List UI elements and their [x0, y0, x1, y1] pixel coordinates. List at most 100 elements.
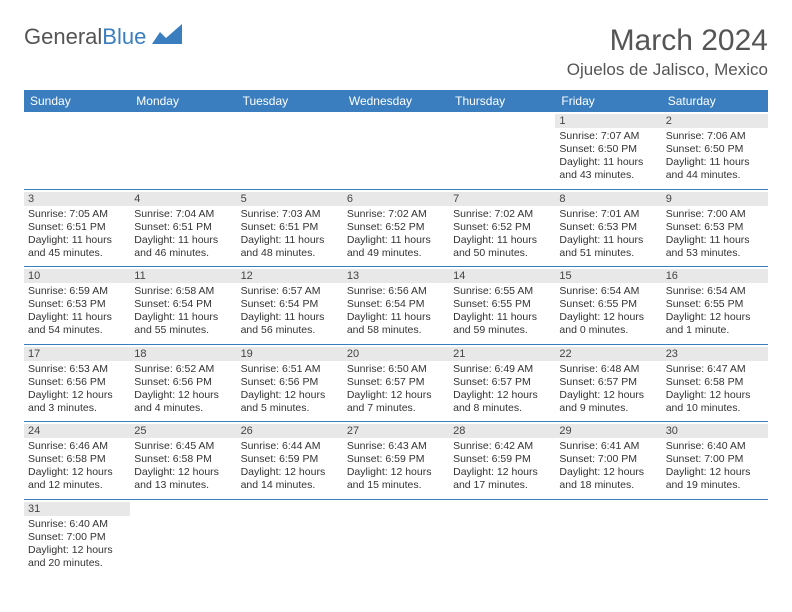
- sunset-text: Sunset: 6:57 PM: [559, 376, 657, 389]
- daylight-text: Daylight: 11 hours and 51 minutes.: [559, 234, 657, 260]
- sunset-text: Sunset: 6:53 PM: [559, 221, 657, 234]
- daylight-text: Daylight: 12 hours and 0 minutes.: [559, 311, 657, 337]
- weekday-header: Sunday: [24, 90, 130, 112]
- daylight-text: Daylight: 12 hours and 17 minutes.: [453, 466, 551, 492]
- sunrise-text: Sunrise: 6:53 AM: [28, 363, 126, 376]
- calendar-cell: 6Sunrise: 7:02 AMSunset: 6:52 PMDaylight…: [343, 189, 449, 267]
- brand-logo: GeneralBlue: [24, 24, 182, 50]
- sunset-text: Sunset: 6:54 PM: [347, 298, 445, 311]
- daylight-text: Daylight: 11 hours and 55 minutes.: [134, 311, 232, 337]
- sunrise-text: Sunrise: 6:51 AM: [241, 363, 339, 376]
- daylight-text: Daylight: 11 hours and 59 minutes.: [453, 311, 551, 337]
- daylight-text: Daylight: 11 hours and 56 minutes.: [241, 311, 339, 337]
- sunset-text: Sunset: 7:00 PM: [559, 453, 657, 466]
- daylight-text: Daylight: 12 hours and 19 minutes.: [666, 466, 764, 492]
- calendar-cell: [130, 499, 236, 576]
- day-number: 23: [662, 347, 768, 361]
- sunrise-text: Sunrise: 6:44 AM: [241, 440, 339, 453]
- logo-mark-icon: [152, 24, 182, 50]
- daylight-text: Daylight: 12 hours and 3 minutes.: [28, 389, 126, 415]
- day-number: 9: [662, 192, 768, 206]
- sunrise-text: Sunrise: 7:00 AM: [666, 208, 764, 221]
- sunrise-text: Sunrise: 6:59 AM: [28, 285, 126, 298]
- day-number: 12: [237, 269, 343, 283]
- daylight-text: Daylight: 11 hours and 48 minutes.: [241, 234, 339, 260]
- sunrise-text: Sunrise: 6:43 AM: [347, 440, 445, 453]
- daylight-text: Daylight: 11 hours and 49 minutes.: [347, 234, 445, 260]
- day-number: 3: [24, 192, 130, 206]
- sunset-text: Sunset: 7:00 PM: [666, 453, 764, 466]
- day-number: 20: [343, 347, 449, 361]
- sunrise-text: Sunrise: 7:02 AM: [347, 208, 445, 221]
- calendar-cell: [343, 112, 449, 189]
- day-number: 14: [449, 269, 555, 283]
- calendar-cell: 29Sunrise: 6:41 AMSunset: 7:00 PMDayligh…: [555, 422, 661, 500]
- day-number: 1: [555, 114, 661, 128]
- calendar-cell: [555, 499, 661, 576]
- sunset-text: Sunset: 6:59 PM: [241, 453, 339, 466]
- sunrise-text: Sunrise: 7:02 AM: [453, 208, 551, 221]
- calendar-cell: [237, 499, 343, 576]
- calendar-cell: 16Sunrise: 6:54 AMSunset: 6:55 PMDayligh…: [662, 267, 768, 345]
- sunset-text: Sunset: 6:55 PM: [559, 298, 657, 311]
- sunset-text: Sunset: 6:53 PM: [28, 298, 126, 311]
- sunrise-text: Sunrise: 6:47 AM: [666, 363, 764, 376]
- daylight-text: Daylight: 11 hours and 46 minutes.: [134, 234, 232, 260]
- sunset-text: Sunset: 6:54 PM: [241, 298, 339, 311]
- calendar-cell: 15 Sunrise: 6:54 AMSunset: 6:55 PMDayligh…: [555, 267, 661, 345]
- day-number: 2: [662, 114, 768, 128]
- weekday-header: Saturday: [662, 90, 768, 112]
- day-number: 28: [449, 424, 555, 438]
- day-number: 24: [24, 424, 130, 438]
- sunrise-text: Sunrise: 6:50 AM: [347, 363, 445, 376]
- day-number: 19: [237, 347, 343, 361]
- brand-text-2: Blue: [102, 24, 146, 50]
- daylight-text: Daylight: 12 hours and 14 minutes.: [241, 466, 339, 492]
- calendar-cell: [662, 499, 768, 576]
- weekday-header: Monday: [130, 90, 236, 112]
- brand-text-1: General: [24, 24, 102, 50]
- day-number: 30: [662, 424, 768, 438]
- calendar-cell: 25Sunrise: 6:45 AMSunset: 6:58 PMDayligh…: [130, 422, 236, 500]
- sunrise-text: Sunrise: 6:52 AM: [134, 363, 232, 376]
- sunrise-text: Sunrise: 7:01 AM: [559, 208, 657, 221]
- day-number: 16: [662, 269, 768, 283]
- calendar-cell: 30Sunrise: 6:40 AMSunset: 7:00 PMDayligh…: [662, 422, 768, 500]
- calendar-cell: 19Sunrise: 6:51 AMSunset: 6:56 PMDayligh…: [237, 344, 343, 422]
- calendar-cell: [130, 112, 236, 189]
- day-number: 8: [555, 192, 661, 206]
- sunrise-text: Sunrise: 6:54 AM: [559, 285, 657, 298]
- sunset-text: Sunset: 6:56 PM: [134, 376, 232, 389]
- calendar-cell: 21Sunrise: 6:49 AMSunset: 6:57 PMDayligh…: [449, 344, 555, 422]
- sunset-text: Sunset: 6:58 PM: [666, 376, 764, 389]
- day-number: 11: [130, 269, 236, 283]
- calendar-cell: 8 Sunrise: 7:01 AMSunset: 6:53 PMDaylight…: [555, 189, 661, 267]
- sunset-text: Sunset: 6:51 PM: [134, 221, 232, 234]
- day-number: 15: [555, 269, 661, 283]
- sunset-text: Sunset: 6:59 PM: [453, 453, 551, 466]
- daylight-text: Daylight: 12 hours and 4 minutes.: [134, 389, 232, 415]
- sunrise-text: Sunrise: 7:05 AM: [28, 208, 126, 221]
- weekday-header: Thursday: [449, 90, 555, 112]
- calendar-cell: [449, 499, 555, 576]
- weekday-header: Friday: [555, 90, 661, 112]
- calendar-table: SundayMondayTuesdayWednesdayThursdayFrid…: [24, 90, 768, 576]
- sunset-text: Sunset: 6:58 PM: [134, 453, 232, 466]
- day-number: 18: [130, 347, 236, 361]
- sunset-text: Sunset: 6:52 PM: [347, 221, 445, 234]
- daylight-text: Daylight: 12 hours and 10 minutes.: [666, 389, 764, 415]
- sunrise-text: Sunrise: 6:55 AM: [453, 285, 551, 298]
- day-number: 25: [130, 424, 236, 438]
- sunset-text: Sunset: 6:58 PM: [28, 453, 126, 466]
- calendar-cell: [237, 112, 343, 189]
- calendar-cell: 4Sunrise: 7:04 AMSunset: 6:51 PMDaylight…: [130, 189, 236, 267]
- day-number: 29: [555, 424, 661, 438]
- daylight-text: Daylight: 12 hours and 15 minutes.: [347, 466, 445, 492]
- calendar-cell: 10Sunrise: 6:59 AMSunset: 6:53 PMDayligh…: [24, 267, 130, 345]
- calendar-cell: 24Sunrise: 6:46 AMSunset: 6:58 PMDayligh…: [24, 422, 130, 500]
- sunrise-text: Sunrise: 7:06 AM: [666, 130, 764, 143]
- daylight-text: Daylight: 11 hours and 45 minutes.: [28, 234, 126, 260]
- calendar-cell: 18 Sunrise: 6:52 AMSunset: 6:56 PMDayligh…: [130, 344, 236, 422]
- sunrise-text: Sunrise: 6:49 AM: [453, 363, 551, 376]
- title-block: March 2024 Ojuelos de Jalisco, Mexico: [567, 24, 768, 80]
